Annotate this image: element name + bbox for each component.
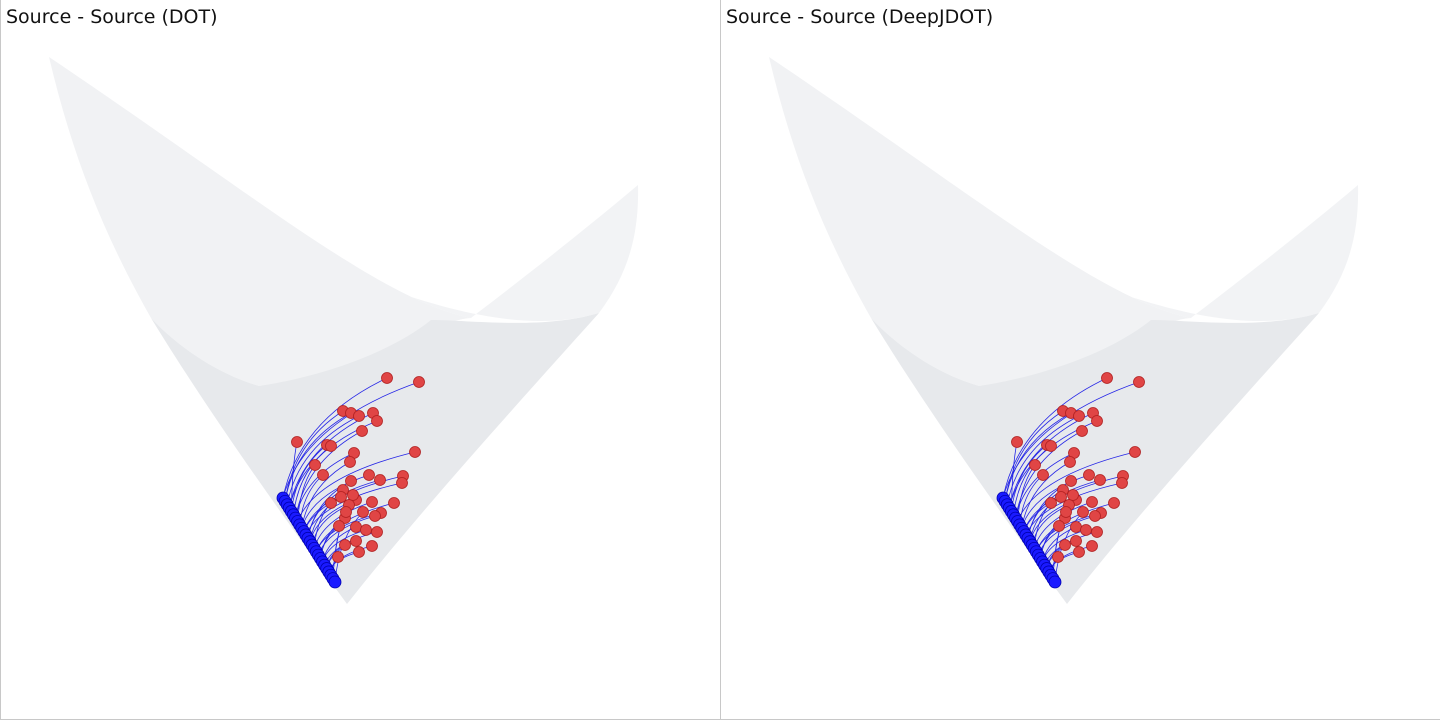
target-point [353,410,365,422]
target-point [1133,376,1145,388]
target-point [1065,475,1077,487]
target-point [374,474,386,486]
surface-wing-left-deepjdot [769,57,1191,386]
target-point [1064,456,1076,468]
target-point [1116,477,1128,489]
target-point [1045,497,1057,509]
target-point [325,440,337,452]
transport-link [297,451,416,522]
target-points-deepjdot [1011,372,1145,563]
target-point [409,446,421,458]
surface-back-deepjdot [769,57,1359,322]
transport-link [282,377,388,499]
target-point [1089,510,1101,522]
target-point [339,539,351,551]
scene-deepjdot[interactable] [721,0,1440,720]
target-point [357,506,369,518]
transport-link [1004,412,1072,502]
target-point [413,376,425,388]
target-point [1059,539,1071,551]
surface-front-dot [151,313,599,604]
target-point [1094,474,1106,486]
surface-wing-left-dot [49,57,471,386]
target-point [317,469,329,481]
target-point [1080,524,1092,536]
transport-link [284,412,352,502]
target-point [1070,521,1082,533]
transport-link [1017,451,1136,522]
transport-link [1015,452,1075,519]
target-point [335,491,347,503]
transport-link [295,452,355,519]
target-point [291,436,303,448]
panel-deepjdot: Source - Source (DeepJDOT) [720,0,1440,720]
target-point [1083,469,1095,481]
target-point [1108,497,1120,509]
transport-link [1006,415,1080,505]
target-point [332,551,344,563]
target-point [1037,469,1049,481]
target-point [1045,440,1057,452]
target-point [1073,410,1085,422]
target-point [350,535,362,547]
target-point [1077,506,1089,518]
target-point [1073,546,1085,558]
target-point [366,540,378,552]
target-point [1076,425,1088,437]
target-point [381,372,393,384]
target-point [1070,535,1082,547]
target-point [1055,491,1067,503]
target-point [360,524,372,536]
target-point [396,477,408,489]
target-point [356,425,368,437]
source-points-dot [276,491,342,589]
target-point [1086,496,1098,508]
target-point [1029,459,1041,471]
surface-front-deepjdot [871,313,1319,604]
source-points-deepjdot [996,491,1062,589]
panel-dot: Source - Source (DOT) [0,0,720,720]
scene-dot[interactable] [1,0,720,720]
source-point [328,575,342,589]
target-point [371,526,383,538]
target-points-dot [291,372,425,563]
target-point [1011,436,1023,448]
surface-dot [49,57,639,604]
transport-link [286,415,360,505]
target-point [347,489,359,501]
target-point [1129,446,1141,458]
target-point [1060,506,1072,518]
target-point [1052,551,1064,563]
target-point [363,469,375,481]
source-point [1048,575,1062,589]
target-point [369,510,381,522]
target-point [371,415,383,427]
panel-title-deepjdot: Source - Source (DeepJDOT) [726,6,994,28]
target-point [340,506,352,518]
target-point [1091,526,1103,538]
target-point [350,521,362,533]
target-point [1091,415,1103,427]
target-point [366,496,378,508]
transport-link [1025,482,1123,536]
target-point [345,475,357,487]
target-point [1053,520,1065,532]
transport-link [305,482,403,536]
target-point [388,497,400,509]
surface-deepjdot [769,57,1359,604]
panel-title-dot: Source - Source (DOT) [6,6,218,28]
target-point [344,456,356,468]
target-point [333,520,345,532]
target-point [1101,372,1113,384]
target-point [1086,540,1098,552]
target-point [1067,489,1079,501]
target-point [325,497,337,509]
transport-link [1002,377,1108,499]
surface-back-dot [49,57,639,322]
target-point [309,459,321,471]
target-point [353,546,365,558]
